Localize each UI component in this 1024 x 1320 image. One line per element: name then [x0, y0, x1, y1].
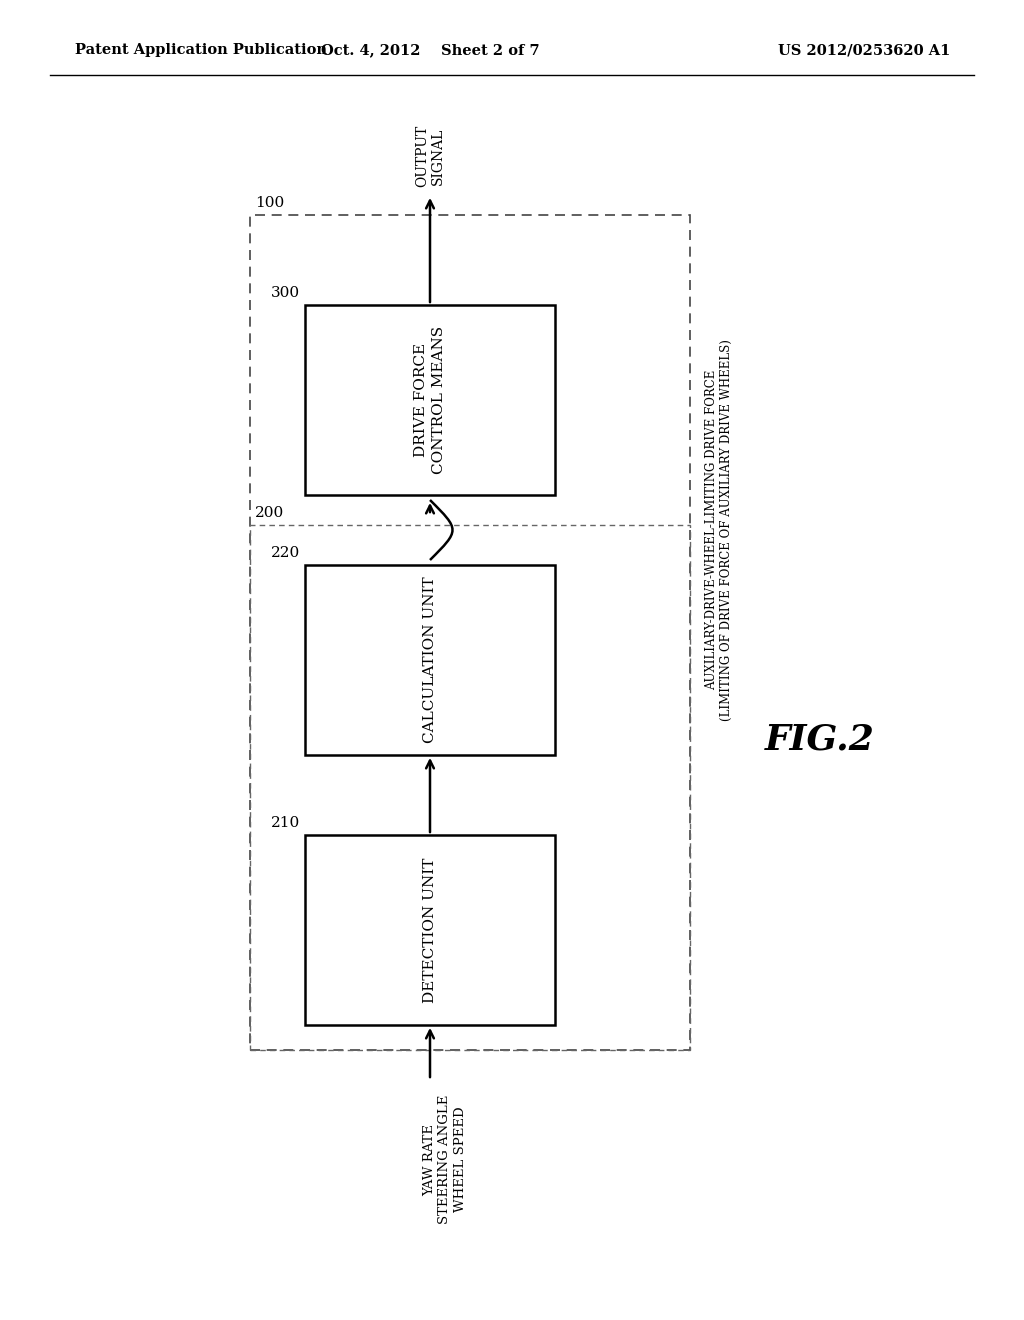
- Text: 210: 210: [270, 816, 300, 830]
- Text: AUXILIARY-DRIVE-WHEEL-LIMITING DRIVE FORCE
(LIMITING OF DRIVE FORCE OF AUXILIARY: AUXILIARY-DRIVE-WHEEL-LIMITING DRIVE FOR…: [705, 339, 733, 721]
- Text: 100: 100: [255, 195, 285, 210]
- Bar: [250, 215, 690, 1049]
- Bar: [305, 565, 555, 755]
- Text: FIG.2: FIG.2: [765, 723, 874, 756]
- Text: 200: 200: [255, 506, 285, 520]
- Text: YAW RATE
STEERING ANGLE
WHEEL SPEED: YAW RATE STEERING ANGLE WHEEL SPEED: [424, 1096, 467, 1225]
- Text: OUTPUT
SIGNAL: OUTPUT SIGNAL: [415, 125, 445, 187]
- Text: Patent Application Publication: Patent Application Publication: [75, 44, 327, 57]
- Text: CALCULATION UNIT: CALCULATION UNIT: [423, 577, 437, 743]
- Text: DETECTION UNIT: DETECTION UNIT: [423, 857, 437, 1003]
- Bar: [305, 305, 555, 495]
- Text: 220: 220: [270, 546, 300, 560]
- Text: DRIVE FORCE
CONTROL MEANS: DRIVE FORCE CONTROL MEANS: [414, 326, 446, 474]
- Bar: [250, 525, 690, 1049]
- Bar: [305, 836, 555, 1026]
- Text: US 2012/0253620 A1: US 2012/0253620 A1: [777, 44, 950, 57]
- Text: 300: 300: [271, 286, 300, 300]
- Text: Oct. 4, 2012    Sheet 2 of 7: Oct. 4, 2012 Sheet 2 of 7: [321, 44, 540, 57]
